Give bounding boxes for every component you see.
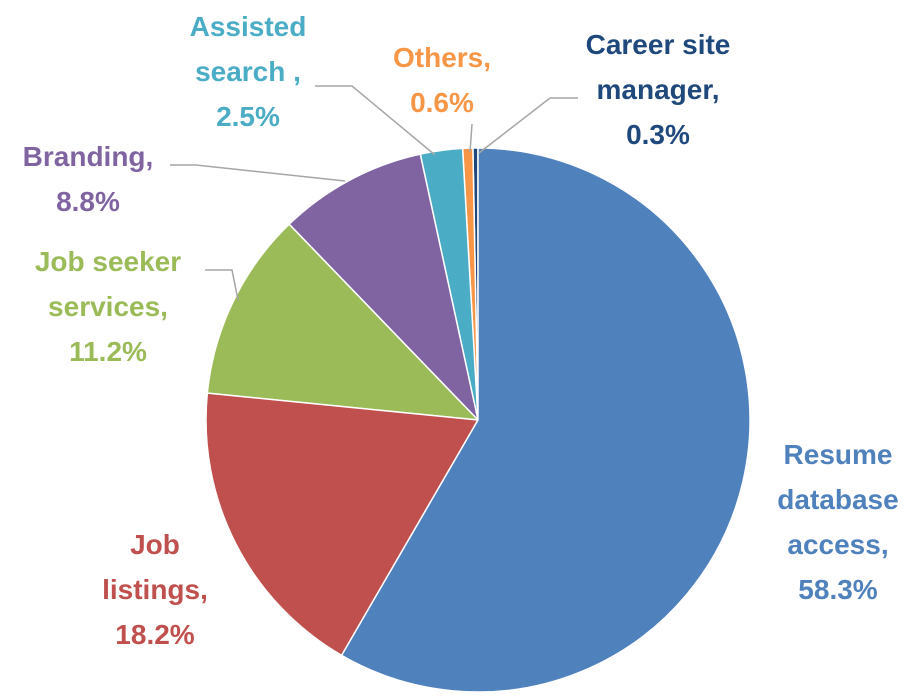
label-value: 11.2% — [69, 336, 147, 367]
data-label: Assisted search , 2.5% — [168, 4, 328, 139]
data-label: Branding, 8.8% — [3, 134, 173, 224]
label-name: Branding, — [22, 141, 154, 172]
leader-line — [315, 85, 436, 156]
data-label: Career site manager, 0.3% — [553, 22, 763, 157]
pie-slice — [205, 392, 480, 657]
data-label: Others, 0.6% — [377, 35, 507, 125]
label-value: 2.5% — [216, 101, 280, 132]
label-name: Career site manager, — [585, 29, 731, 105]
label-name: Job listings, — [102, 529, 208, 605]
pie-slice — [288, 153, 480, 423]
leader-line — [469, 123, 473, 153]
label-value: 58.3% — [798, 574, 878, 605]
pie-slice — [206, 223, 480, 421]
pie-slice — [340, 147, 751, 693]
label-value: 18.2% — [115, 619, 195, 650]
leader-line — [170, 164, 346, 182]
data-label: Resume database access, 58.3% — [763, 432, 907, 612]
label-name: Resume database access, — [777, 439, 899, 560]
label-value: 0.3% — [626, 119, 690, 150]
data-label: Job listings, 18.2% — [85, 522, 225, 657]
label-name: Others, — [392, 42, 492, 73]
leader-line — [478, 97, 578, 154]
leader-line — [205, 269, 239, 301]
label-value: 8.8% — [56, 186, 120, 217]
data-label: Job seeker services, 11.2% — [18, 239, 198, 374]
label-value: 0.6% — [410, 87, 474, 118]
label-name: Assisted search , — [189, 11, 307, 87]
label-name: Job seeker services, — [34, 246, 182, 322]
